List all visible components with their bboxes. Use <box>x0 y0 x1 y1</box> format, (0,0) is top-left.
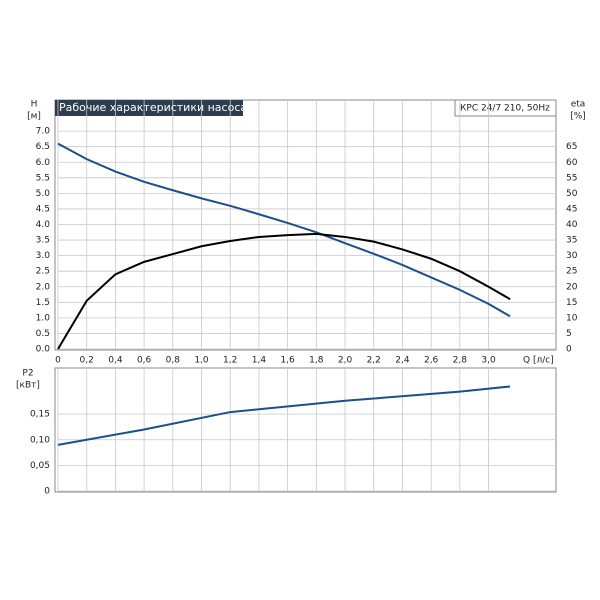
y2-tick-label: 15 <box>566 298 577 308</box>
chart-title: Рабочие характеристики насоса <box>59 101 247 114</box>
y2-tick-label: 25 <box>566 267 577 277</box>
y2-tick-label: 35 <box>566 236 577 246</box>
y-tick-label: 0.0 <box>36 345 51 355</box>
y2-tick-label: 55 <box>566 173 577 183</box>
y-tick-label: 0,10 <box>30 435 50 445</box>
x-tick-label: 2,6 <box>424 356 439 366</box>
y-tick-label: 4.5 <box>36 204 50 214</box>
x-tick-label: 1,8 <box>309 356 324 366</box>
y-tick-label: 6.0 <box>36 158 51 168</box>
title-box <box>55 100 243 116</box>
x-tick-label: 0,4 <box>108 356 123 366</box>
bottom-frame <box>54 367 557 493</box>
x-tick-label: 2,2 <box>367 356 381 366</box>
y-label: H <box>31 100 38 110</box>
y-tick-label: 0.5 <box>36 329 50 339</box>
y-tick-label: 1.5 <box>36 298 50 308</box>
y-tick-label: 7.0 <box>36 127 51 137</box>
y-tick-label: 2.0 <box>36 282 51 292</box>
y2-tick-label: 60 <box>566 158 578 168</box>
y-tick-label: 0,15 <box>30 410 50 420</box>
y2-tick-label: 40 <box>566 220 578 230</box>
y-tick-label: 1.0 <box>36 313 51 323</box>
line <box>57 142 511 318</box>
y2-tick-label: 65 <box>566 142 577 152</box>
x-tick-label: 1,2 <box>223 356 237 366</box>
x-tick-label: 3,0 <box>481 356 496 366</box>
x-tick-label: 2,8 <box>453 356 468 366</box>
y-tick-label: 5.5 <box>36 173 50 183</box>
y-label: P2 <box>22 369 33 379</box>
y-tick-label: 3.0 <box>36 251 51 261</box>
x-tick-label: 1,6 <box>280 356 295 366</box>
y-unit: [м] <box>27 112 41 122</box>
model-box <box>454 99 557 117</box>
line <box>57 385 511 446</box>
y-tick-label: 3.5 <box>36 236 50 246</box>
y2-tick-label: 0 <box>566 345 572 355</box>
y2-tick-label: 10 <box>566 313 578 323</box>
y2-tick-label: 30 <box>566 251 578 261</box>
y2-tick-label: 20 <box>566 282 578 292</box>
x-tick-label: 0,8 <box>166 356 181 366</box>
y-tick-label: 2.5 <box>36 267 50 277</box>
y2-tick-label: 50 <box>566 189 578 199</box>
x-tick-label: 0,2 <box>80 356 94 366</box>
y-tick-label: 6.5 <box>36 142 50 152</box>
x-tick-label: 2,0 <box>338 356 353 366</box>
line <box>57 232 511 350</box>
y2-tick-label: 45 <box>566 204 577 214</box>
y2-unit: [%] <box>570 112 586 122</box>
y-tick-label: 5.0 <box>36 189 51 199</box>
x-tick-label: 1,0 <box>194 356 209 366</box>
y-unit: [кВт] <box>16 381 40 391</box>
x-tick-label: 2,4 <box>395 356 410 366</box>
top-frame <box>54 99 557 351</box>
y2-label: eta <box>571 100 586 110</box>
x-tick-label: 0 <box>55 356 61 366</box>
y-tick-label: 4.0 <box>36 220 51 230</box>
y-tick-label: 0,05 <box>30 461 50 471</box>
model-label: КРС 24/7 210, 50Hz <box>460 104 550 114</box>
y2-tick-label: 5 <box>566 329 572 339</box>
x-tick-label: 1,4 <box>252 356 267 366</box>
y-tick-label: 0 <box>44 487 50 497</box>
x-label: Q [л/с] <box>523 356 554 366</box>
x-tick-label: 0,6 <box>137 356 152 366</box>
